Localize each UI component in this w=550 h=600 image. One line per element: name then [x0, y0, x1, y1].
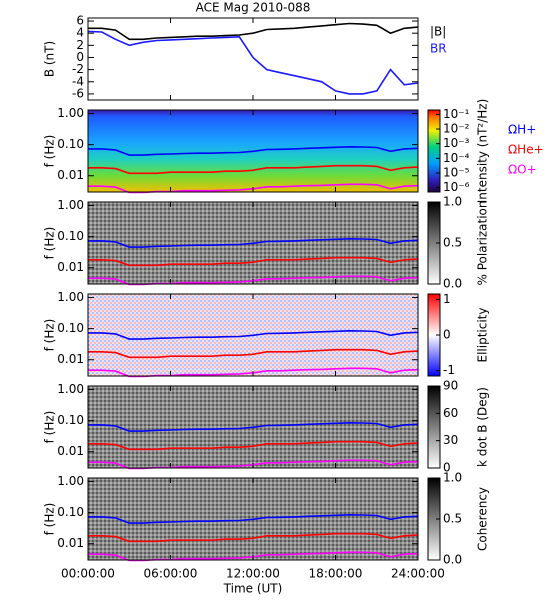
y-axis-label: f (Hz): [43, 411, 57, 444]
y-axis-label: f (Hz): [43, 135, 57, 168]
y-tick-label: 0: [76, 50, 84, 64]
colorbar-tick-label: 90: [443, 379, 458, 393]
x-tick-label: 00:00:00: [61, 567, 115, 581]
colorbar-tick-label: 10⁻⁴: [443, 151, 470, 165]
y-axis-label: f (Hz): [43, 227, 57, 260]
colorbar-label: Ellipticity: [476, 308, 490, 363]
y-axis-label: f (Hz): [43, 319, 57, 352]
y-tick-label: 1.00: [57, 474, 84, 488]
colorbar-tick-label: 0.0: [443, 277, 462, 291]
colorbar-tick-label: 0.0: [443, 553, 462, 567]
colorbar-tick-label: 0: [443, 328, 451, 342]
series-line: [88, 440, 419, 451]
series-line: [88, 256, 419, 267]
series-line: [88, 164, 419, 175]
colorbar-tick-label: 10⁻⁶: [443, 180, 470, 194]
series-line: [88, 237, 419, 248]
y-tick-label: 0.01: [57, 536, 84, 550]
colorbar-tick-label: 60: [443, 406, 458, 420]
series-line: [88, 513, 419, 524]
colorbar-tick-label: 10⁻⁵: [443, 165, 470, 179]
series-line: [88, 145, 419, 156]
colorbar-label: k dot B (Deg): [476, 387, 490, 467]
colorbar-tick-label: 0.5: [443, 512, 462, 526]
x-axis-label: Time (UT): [223, 582, 283, 596]
legend-label: ΩHe+: [508, 143, 544, 157]
colorbar-tick-label: 1.0: [443, 195, 462, 209]
y-tick-label: 0.10: [57, 505, 84, 519]
colorbar: [427, 109, 441, 193]
colorbar-tick-label: 1: [443, 292, 451, 306]
y-tick-label: 0.01: [57, 444, 84, 458]
y-tick-label: 2: [76, 38, 84, 52]
colorbar-tick-label: 1.0: [443, 471, 462, 485]
y-tick-label: -4: [72, 74, 84, 88]
x-tick-label: 18:00:00: [309, 567, 363, 581]
y-axis-label: f (Hz): [43, 503, 57, 536]
y-tick-label: 0.10: [57, 413, 84, 427]
series-line: [88, 421, 419, 432]
colorbar-label: Intensity (nT²/Hz): [476, 99, 490, 204]
y-tick-label: 1.00: [57, 198, 84, 212]
colorbar: [427, 385, 441, 469]
y-tick-label: -2: [72, 62, 84, 76]
y-axis-label: B (nT): [43, 41, 57, 77]
x-tick-label: 24:00:00: [391, 567, 445, 581]
legend-label: BR: [430, 42, 447, 56]
y-tick-label: -6: [72, 86, 84, 100]
colorbar-label: Coherency: [476, 487, 490, 551]
y-tick-label: 0.01: [57, 260, 84, 274]
y-tick-label: 1.00: [57, 382, 84, 396]
colorbar-tick-label: 0: [443, 461, 451, 475]
colorbar-label: % Polarization: [476, 201, 490, 286]
series-line: [88, 348, 419, 359]
y-tick-label: 0.10: [57, 137, 84, 151]
series-line: [88, 329, 419, 340]
plot-frame: [87, 17, 419, 101]
y-tick-label: 0.01: [57, 352, 84, 366]
y-tick-label: 6: [76, 14, 84, 28]
legend-label: |B|: [430, 25, 446, 39]
colorbar-tick-label: 0.5: [443, 236, 462, 250]
series-line: [88, 532, 419, 543]
colorbar-tick-label: 10⁻³: [443, 136, 470, 150]
y-tick-label: 1.00: [57, 290, 84, 304]
colorbar-tick-label: -1: [443, 363, 455, 377]
x-tick-label: 12:00:00: [226, 567, 280, 581]
x-tick-label: 06:00:00: [144, 567, 198, 581]
y-tick-label: 0.10: [57, 321, 84, 335]
series-line: [87, 30, 419, 95]
legend-label: ΩO+: [508, 163, 537, 177]
colorbar-tick-label: 10⁻²: [443, 122, 470, 136]
y-tick-label: 0.01: [57, 168, 84, 182]
y-tick-label: 1.00: [57, 106, 84, 120]
colorbar-tick-label: 10⁻¹: [443, 107, 470, 121]
legend-label: ΩH+: [508, 123, 536, 137]
y-tick-label: 0.10: [57, 229, 84, 243]
series-line: [88, 22, 419, 41]
y-tick-label: 4: [76, 26, 84, 40]
colorbar-tick-label: 30: [443, 433, 458, 447]
chart-title: ACE Mag 2010-088: [196, 1, 311, 15]
